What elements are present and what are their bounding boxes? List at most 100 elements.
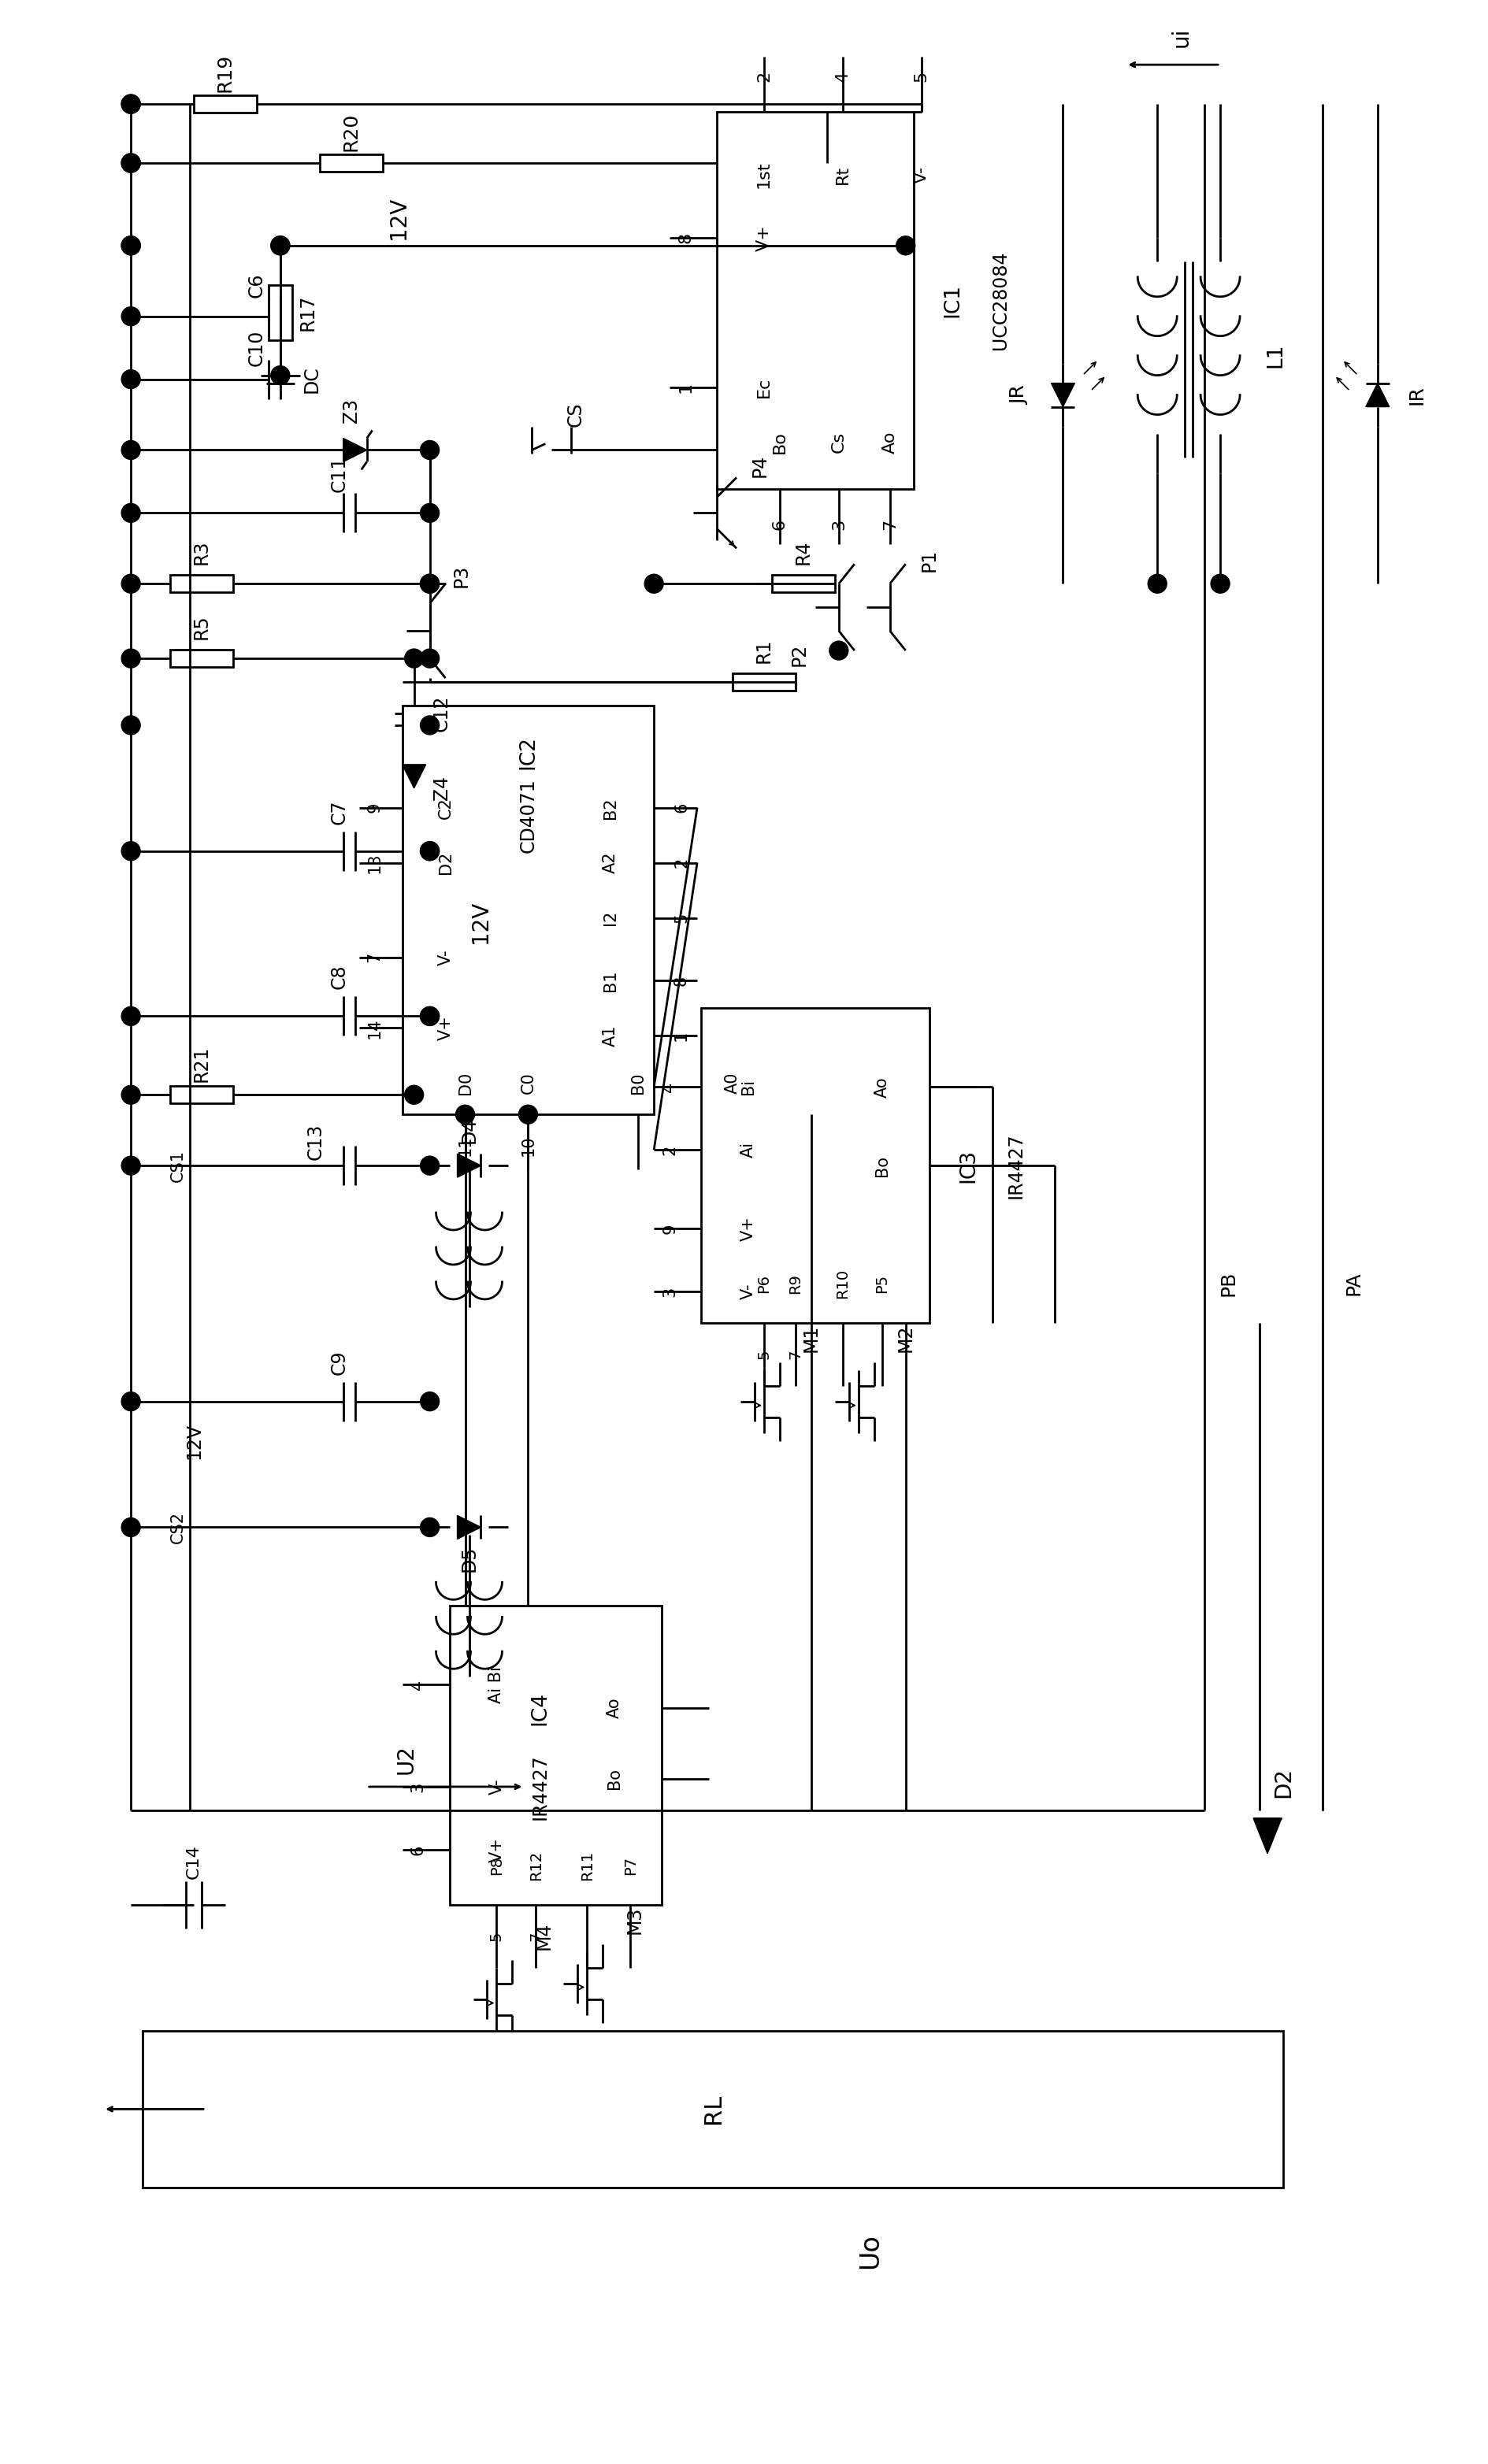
Circle shape bbox=[420, 1392, 439, 1412]
Polygon shape bbox=[1366, 384, 1390, 407]
Circle shape bbox=[420, 574, 439, 594]
Text: 5: 5 bbox=[674, 912, 689, 924]
Text: 5: 5 bbox=[914, 71, 929, 81]
Text: C2: C2 bbox=[437, 796, 454, 818]
Text: D2: D2 bbox=[1272, 1767, 1295, 1799]
Bar bbox=[170, 1087, 234, 1104]
Circle shape bbox=[455, 1104, 475, 1124]
Text: IC1: IC1 bbox=[942, 283, 963, 318]
Text: L1: L1 bbox=[1265, 342, 1286, 367]
Circle shape bbox=[420, 503, 439, 522]
Text: P6: P6 bbox=[756, 1274, 772, 1294]
Text: V-: V- bbox=[488, 1779, 504, 1794]
Text: 3: 3 bbox=[411, 1781, 426, 1791]
Circle shape bbox=[519, 1104, 537, 1124]
Text: Bo: Bo bbox=[772, 431, 787, 453]
Polygon shape bbox=[344, 439, 368, 461]
Circle shape bbox=[1147, 574, 1167, 594]
Text: V+: V+ bbox=[437, 1015, 454, 1040]
Text: 1: 1 bbox=[674, 1030, 689, 1040]
Text: D2: D2 bbox=[437, 850, 454, 875]
Text: V-: V- bbox=[914, 165, 929, 182]
Bar bbox=[170, 574, 234, 591]
Text: C13: C13 bbox=[307, 1124, 326, 1161]
Circle shape bbox=[122, 153, 140, 172]
Text: D5: D5 bbox=[460, 1545, 479, 1572]
Bar bbox=[402, 705, 653, 1114]
Circle shape bbox=[122, 574, 140, 594]
Circle shape bbox=[405, 1084, 424, 1104]
Circle shape bbox=[122, 308, 140, 325]
Text: 1: 1 bbox=[677, 382, 693, 392]
Circle shape bbox=[122, 153, 140, 172]
Circle shape bbox=[122, 648, 140, 668]
Polygon shape bbox=[1253, 1818, 1281, 1853]
Circle shape bbox=[271, 237, 290, 254]
Text: 7: 7 bbox=[528, 1932, 543, 1942]
Text: 5: 5 bbox=[756, 1350, 772, 1360]
Text: C6: C6 bbox=[247, 274, 266, 298]
Circle shape bbox=[122, 94, 140, 113]
Text: JR: JR bbox=[1010, 384, 1030, 404]
Circle shape bbox=[122, 94, 140, 113]
Circle shape bbox=[420, 1518, 439, 1538]
Text: 10: 10 bbox=[521, 1136, 536, 1156]
Text: V-: V- bbox=[741, 1284, 756, 1299]
Text: M2: M2 bbox=[896, 1326, 915, 1353]
Text: A0: A0 bbox=[725, 1072, 741, 1094]
Bar bbox=[193, 96, 257, 113]
Text: P2: P2 bbox=[790, 643, 809, 665]
Text: V+: V+ bbox=[741, 1215, 756, 1242]
Text: M1: M1 bbox=[802, 1326, 821, 1353]
Text: 4: 4 bbox=[411, 1680, 426, 1690]
Circle shape bbox=[420, 1008, 439, 1025]
Text: C8: C8 bbox=[330, 963, 348, 988]
Text: B1: B1 bbox=[603, 971, 619, 991]
Circle shape bbox=[405, 648, 424, 668]
Text: PB: PB bbox=[1219, 1271, 1238, 1296]
Text: R21: R21 bbox=[192, 1045, 211, 1082]
Polygon shape bbox=[1051, 384, 1074, 407]
Circle shape bbox=[122, 715, 140, 734]
Circle shape bbox=[420, 648, 439, 668]
Circle shape bbox=[122, 843, 140, 860]
Circle shape bbox=[122, 441, 140, 458]
Circle shape bbox=[896, 237, 915, 254]
Text: IR4427: IR4427 bbox=[1006, 1133, 1025, 1198]
Text: C10: C10 bbox=[247, 330, 266, 367]
Text: 9: 9 bbox=[368, 803, 382, 813]
Circle shape bbox=[420, 1008, 439, 1025]
Text: 14: 14 bbox=[368, 1018, 382, 1037]
Circle shape bbox=[122, 370, 140, 389]
Text: D4: D4 bbox=[460, 1116, 479, 1143]
Circle shape bbox=[420, 843, 439, 860]
Text: DC: DC bbox=[302, 365, 321, 392]
Circle shape bbox=[420, 1156, 439, 1175]
Text: 12V: 12V bbox=[185, 1422, 204, 1459]
Text: CS2: CS2 bbox=[170, 1510, 186, 1542]
Text: Bo: Bo bbox=[873, 1156, 890, 1175]
Text: RL: RL bbox=[701, 2094, 725, 2124]
Text: 13: 13 bbox=[368, 853, 382, 872]
Text: 2: 2 bbox=[756, 71, 772, 81]
Text: CS1: CS1 bbox=[170, 1148, 186, 1183]
Text: P8: P8 bbox=[490, 1855, 504, 1875]
Text: R1: R1 bbox=[754, 638, 774, 663]
Text: CD4071: CD4071 bbox=[519, 779, 537, 853]
Text: M3: M3 bbox=[625, 1907, 644, 1934]
Text: CS: CS bbox=[565, 402, 585, 426]
Text: 11: 11 bbox=[457, 1136, 473, 1156]
Text: 4: 4 bbox=[835, 71, 851, 81]
Text: R10: R10 bbox=[835, 1269, 850, 1299]
Text: 8: 8 bbox=[674, 976, 689, 986]
Text: Uo: Uo bbox=[857, 2232, 884, 2269]
Text: Rt: Rt bbox=[835, 165, 851, 185]
Bar bbox=[772, 574, 835, 591]
Text: 5: 5 bbox=[490, 1932, 504, 1942]
Text: 7: 7 bbox=[789, 1350, 804, 1360]
Text: C7: C7 bbox=[330, 798, 348, 823]
Text: IC2: IC2 bbox=[518, 737, 539, 769]
Text: 12V: 12V bbox=[387, 197, 409, 239]
Circle shape bbox=[122, 237, 140, 254]
Text: C0: C0 bbox=[521, 1072, 536, 1094]
